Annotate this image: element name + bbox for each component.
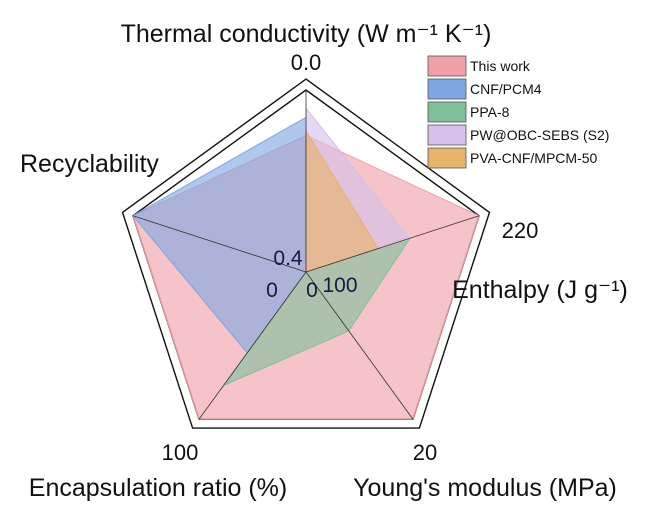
legend-swatch-2	[427, 101, 467, 123]
legend-label-0: This work	[470, 58, 531, 74]
legend-label-3: PW@OBC-SEBS (S2)	[470, 127, 609, 143]
tick-youngs-outer: 20	[413, 440, 437, 465]
legend: This work CNF/PCM4 PPA-8 PW@OBC-SEBS (S2) PV…	[427, 55, 609, 169]
tick-enthalpy-inner: 100	[322, 274, 357, 297]
tick-thermal-inner: 0.4	[273, 247, 303, 270]
axis-label-youngs-modulus: Young's modulus (MPa)	[353, 474, 617, 502]
axis-line-3	[198, 271, 307, 420]
legend-swatch-3	[427, 124, 467, 146]
legend-label-2: PPA-8	[470, 104, 510, 120]
legend-swatch-0	[427, 55, 467, 77]
axis-line-1	[305, 215, 480, 273]
axis-line-4	[132, 215, 307, 273]
tick-encapsulation-inner: 0	[266, 279, 278, 302]
axis-label-enthalpy: Enthalpy (J g⁻¹)	[452, 276, 628, 304]
axis-label-thermal-conductivity: Thermal conductivity (W m⁻¹ K⁻¹)	[121, 20, 492, 48]
tick-enthalpy-outer: 220	[502, 218, 539, 243]
legend-label-1: CNF/PCM4	[470, 81, 542, 97]
tick-youngs-inner: 0	[306, 279, 318, 302]
axis-label-encapsulation-ratio: Encapsulation ratio (%)	[29, 474, 287, 502]
tick-thermal-outer: 0.0	[291, 50, 322, 75]
axis-line-2	[305, 271, 414, 420]
tick-encapsulation-outer: 100	[162, 440, 199, 465]
axis-lines	[132, 90, 480, 420]
series-polygons	[132, 106, 480, 420]
axis-label-recyclability: Recyclability	[20, 150, 159, 178]
frame-outer	[121, 78, 491, 429]
legend-label-4: PVA-CNF/MPCM-50	[470, 150, 598, 166]
legend-swatch-1	[427, 78, 467, 100]
legend-swatch-4	[427, 147, 467, 169]
